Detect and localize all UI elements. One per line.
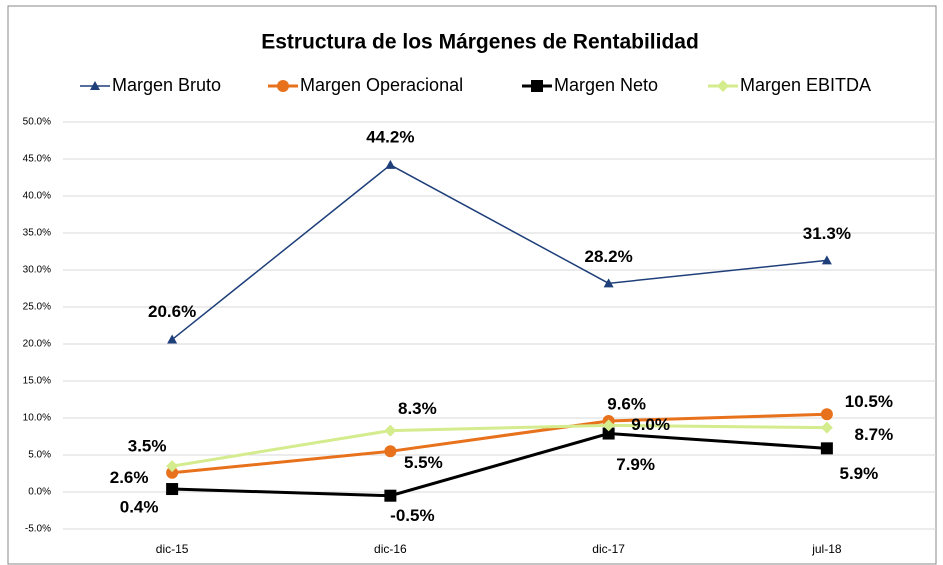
data-label: 20.6% [148, 302, 196, 321]
series-line [172, 432, 827, 498]
marker [820, 421, 833, 434]
x-tick-label: dic-17 [592, 542, 625, 556]
legend-marker [531, 80, 543, 92]
data-label: 2.6% [110, 468, 149, 487]
marker [603, 278, 614, 288]
marker [602, 427, 615, 440]
data-label: 5.5% [404, 453, 443, 472]
data-label: 9.6% [607, 394, 646, 413]
y-tick-label: 20.0% [23, 339, 51, 350]
series-line [171, 423, 827, 468]
y-tick-label: 15.0% [23, 376, 51, 387]
x-tick-label: dic-16 [374, 542, 407, 556]
marker [166, 466, 179, 479]
y-tick-label: 25.0% [23, 302, 51, 313]
y-tick-label: 0.0% [28, 487, 51, 498]
legend-label: Margen Bruto [112, 75, 221, 95]
marker [166, 483, 179, 496]
x-tick-label: jul-18 [811, 542, 842, 556]
legend-label: Margen Operacional [300, 75, 463, 95]
y-tick-label: 30.0% [23, 265, 51, 276]
y-tick-label: 40.0% [23, 191, 51, 202]
y-tick-label: 45.0% [23, 154, 51, 165]
data-label: -0.5% [390, 506, 434, 525]
data-label: 3.5% [128, 437, 167, 456]
marker [384, 445, 397, 458]
data-label: 10.5% [845, 392, 893, 411]
marker [820, 408, 833, 421]
x-tick-label: dic-15 [156, 542, 189, 556]
series-line [171, 412, 827, 475]
data-label: 8.7% [855, 425, 894, 444]
y-tick-label: 35.0% [23, 228, 51, 239]
marker [384, 489, 397, 502]
legend-label: Margen EBITDA [740, 75, 871, 95]
y-tick-label: -5.0% [25, 524, 51, 535]
legend-marker [90, 81, 100, 90]
marker [167, 334, 178, 344]
data-label: 9.0% [631, 415, 670, 434]
y-tick-label: 10.0% [23, 413, 51, 424]
marker [602, 419, 615, 432]
marker [166, 460, 179, 473]
chart-title: Estructura de los Márgenes de Rentabilid… [261, 31, 699, 54]
marker [820, 442, 833, 455]
legend-marker [717, 80, 729, 92]
data-label: 28.2% [585, 247, 633, 266]
data-label: 0.4% [120, 498, 159, 517]
y-tick-label: 5.0% [28, 450, 51, 461]
data-label: 31.3% [803, 224, 851, 243]
data-label: 5.9% [840, 464, 879, 483]
marker [384, 424, 397, 437]
data-label: 8.3% [398, 399, 437, 418]
y-tick-label: 50.0% [23, 117, 51, 128]
marker [821, 255, 832, 265]
legend-marker [277, 80, 289, 92]
data-label: 44.2% [366, 127, 414, 146]
marker [385, 159, 396, 169]
data-label: 7.9% [616, 455, 655, 474]
series-line [171, 164, 827, 341]
legend-label: Margen Neto [554, 75, 658, 95]
